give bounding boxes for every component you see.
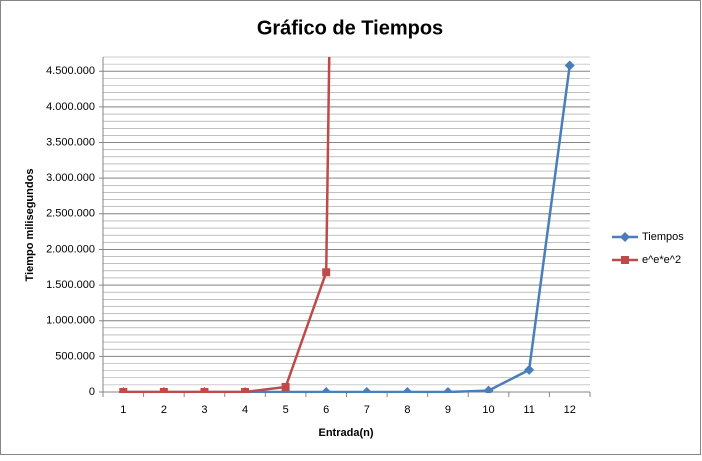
x-tick-label: 7 — [364, 404, 370, 416]
y-tick-label: 500.000 — [55, 350, 95, 362]
marker — [200, 388, 209, 393]
x-tick-label: 3 — [201, 404, 207, 416]
y-tick-label: 1.500.000 — [46, 279, 95, 291]
marker — [119, 388, 128, 393]
x-axis-label: Entrada(n) — [319, 427, 374, 439]
marker — [621, 256, 629, 264]
x-tick-label: 6 — [323, 404, 329, 416]
x-tick-label: 12 — [564, 404, 576, 416]
x-tick-label: 9 — [445, 404, 451, 416]
x-tick-label: 1 — [120, 404, 126, 416]
marker — [524, 364, 535, 375]
plot-area — [118, 57, 575, 393]
x-tick-label: 5 — [283, 404, 289, 416]
marker — [322, 268, 331, 277]
legend-label: Tiempos — [642, 231, 684, 243]
marker — [241, 388, 250, 393]
marker — [321, 387, 332, 393]
marker — [620, 232, 630, 242]
y-tick-label: 3.000.000 — [46, 172, 95, 184]
marker — [361, 387, 372, 393]
marker — [483, 385, 494, 393]
legend-label: e^e*e^2 — [642, 254, 681, 266]
y-tick-label: 0 — [89, 386, 95, 398]
marker — [442, 387, 453, 393]
y-axis-label: Tiempo milisegundos — [24, 169, 36, 282]
chart-title: Gráfico de Tiempos — [257, 17, 443, 39]
y-tick-label: 4.000.000 — [46, 101, 95, 113]
x-tick-label: 2 — [161, 404, 167, 416]
x-tick-label: 10 — [482, 404, 494, 416]
x-tick-label: 11 — [523, 404, 534, 416]
marker — [281, 383, 290, 392]
y-tick-label: 3.500.000 — [46, 136, 95, 148]
y-tick-label: 1.000.000 — [46, 315, 95, 327]
x-tick-label: 4 — [242, 404, 248, 416]
marker — [159, 388, 168, 393]
marker — [564, 60, 575, 71]
x-tick-label: 8 — [404, 404, 410, 416]
y-tick-label: 2.000.000 — [46, 243, 95, 255]
y-tick-label: 4.500.000 — [46, 65, 95, 77]
marker — [402, 387, 413, 393]
y-tick-label: 2.500.000 — [46, 208, 95, 220]
